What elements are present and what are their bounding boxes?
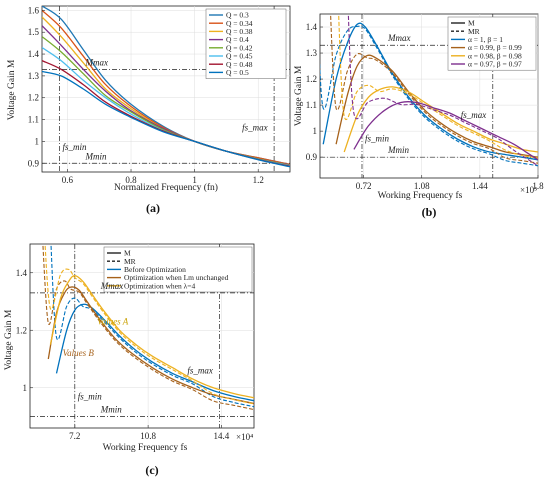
annotation-fsmin: fs_min [78,391,103,401]
y-tick-label: 1.2 [306,74,317,84]
annotation-fsmax: fs_max [461,110,487,120]
panel-c-axes-frame [29,243,255,429]
legend-entry: Q = 0.4 [226,35,249,44]
panel-a-legend: Q = 0.3Q = 0.34Q = 0.38Q = 0.4Q = 0.42Q … [205,8,287,79]
annotation-mmax: Mmax [387,33,411,43]
legend-entry: Q = 0.38 [226,27,253,36]
x-tick-label: 0.6 [62,175,74,185]
series-dashed-line [330,14,538,164]
legend-entry: Before Optimization [124,265,186,274]
y-tick-label: 1 [35,136,40,146]
annotation-mmax: Mmax [100,281,124,291]
series-dashed-line [50,244,254,408]
x-tick-label: 1.8 [532,181,544,191]
series-group [320,14,538,167]
panel-a-label: (a) [146,201,160,215]
panel-c-x-multiplier: ×10⁴ [236,432,253,442]
panel-a-ylabel: Voltage Gain M [7,59,17,120]
series-line [47,286,254,405]
y-tick-label: 1.2 [28,93,39,103]
y-tick-label: 1.3 [28,71,40,81]
legend-entry: α = 1, β = 1 [468,35,503,44]
annotation-fsmin: fs_min [62,142,87,152]
series-dashed-line [347,14,538,167]
legend-entry: Q = 0.34 [226,19,253,28]
panel-b: 0.72 1.08 1.44 1.8 0.9 1 1.1 1.2 1.3 1.4 Working … [294,13,544,219]
x-tick-label: 0.72 [356,181,372,191]
x-tick-label: 1.2 [253,175,264,185]
panel-b-xlabel: Working Frequency fs [378,190,463,201]
legend-entry: Q = 0.48 [226,60,253,69]
series-line [55,303,254,402]
y-tick-label: 1.4 [306,22,318,32]
y-tick-label: 0.9 [306,152,318,162]
annotation-mmin: Mmin [387,145,409,155]
series-line [49,274,254,399]
annotation-fsmax: fs_max [242,123,268,133]
x-tick-label: 0.8 [125,175,137,185]
legend-entry: α = 0.97, β = 0.97 [468,60,522,69]
x-tick-label: 1.08 [414,181,430,191]
legend-box [447,16,537,71]
annotation-fsmin: fs_min [365,134,390,144]
annotation-values-a: Values A [97,317,129,327]
y-tick-label: 1.1 [28,115,39,125]
panel-a-xlabel: Normalized Frequency (fn) [114,182,218,193]
legend-entry: Q = 0.42 [226,43,253,52]
legend-box [205,8,287,79]
legend-entry: Optimization when Lm unchanged [124,273,229,282]
legend-entry: Optimization when λ=4 [124,281,195,290]
series-dashed-line [320,25,538,167]
legend-entry: MR [124,257,136,266]
y-tick-label: 1.4 [16,268,28,278]
y-tick-label: 1.1 [306,100,317,110]
legend-entry: α = 0.98, β = 0.98 [468,51,522,60]
y-tick-label: 1.2 [16,325,27,335]
series-group [42,6,290,168]
y-tick-label: 1 [313,126,318,136]
legend-entry: α = 0.99, β = 0.99 [468,43,522,52]
legend-box [103,246,253,293]
legend-entry: Q = 0.3 [226,11,249,20]
annotation-mmin: Mmin [100,405,122,415]
series-line [353,101,538,161]
legend-entry: M [468,19,475,28]
series-line [42,70,290,168]
y-tick-label: 1.6 [28,5,40,15]
legend-entry: MR [468,27,480,36]
panel-c-ylabel: Voltage Gain M [4,309,14,370]
x-tick-label: 7.2 [69,431,80,441]
legend-entry: Q = 0.5 [226,68,249,77]
y-tick-label: 0.9 [28,158,40,168]
legend-entry: Q = 0.45 [226,52,253,61]
annotation-values-b: Values B [63,348,95,358]
series-group [42,244,254,411]
panel-a-axes-frame [41,5,291,173]
panel-c-xlabel: Working Frequency fs [103,442,188,453]
panel-b-x-multiplier: ×10⁵ [520,185,537,195]
x-tick-label: 14.4 [214,431,230,441]
annotation-fsmax: fs_max [187,365,213,375]
panel-b-ylabel: Voltage Gain M [294,65,304,126]
panel-a: 0.6 0.8 1 1.2 0.9 1 1.1 1.2 1.3 1.4 1.5 1.6 Normali… [7,5,291,215]
series-dashed-line [42,244,254,411]
x-tick-label: 1 [192,175,197,185]
panel-b-label: (b) [422,205,437,219]
series-line [335,54,538,158]
series-dashed-line [338,14,538,159]
legend-entry: M [124,249,131,258]
annotation-mmin: Mmin [84,151,106,161]
annotation-mmax: Mmax [84,57,108,67]
x-tick-label: 1.44 [472,181,488,191]
y-tick-label: 1.3 [306,48,318,58]
panel-c-label: (c) [145,463,158,477]
y-tick-label: 1.5 [28,27,40,37]
x-tick-label: 10.8 [140,431,156,441]
y-tick-label: 1.4 [28,49,40,59]
y-tick-label: 1 [23,383,28,393]
panel-c: 7.2 10.8 14.411.21.4 Working Frequency fs … [4,243,255,477]
